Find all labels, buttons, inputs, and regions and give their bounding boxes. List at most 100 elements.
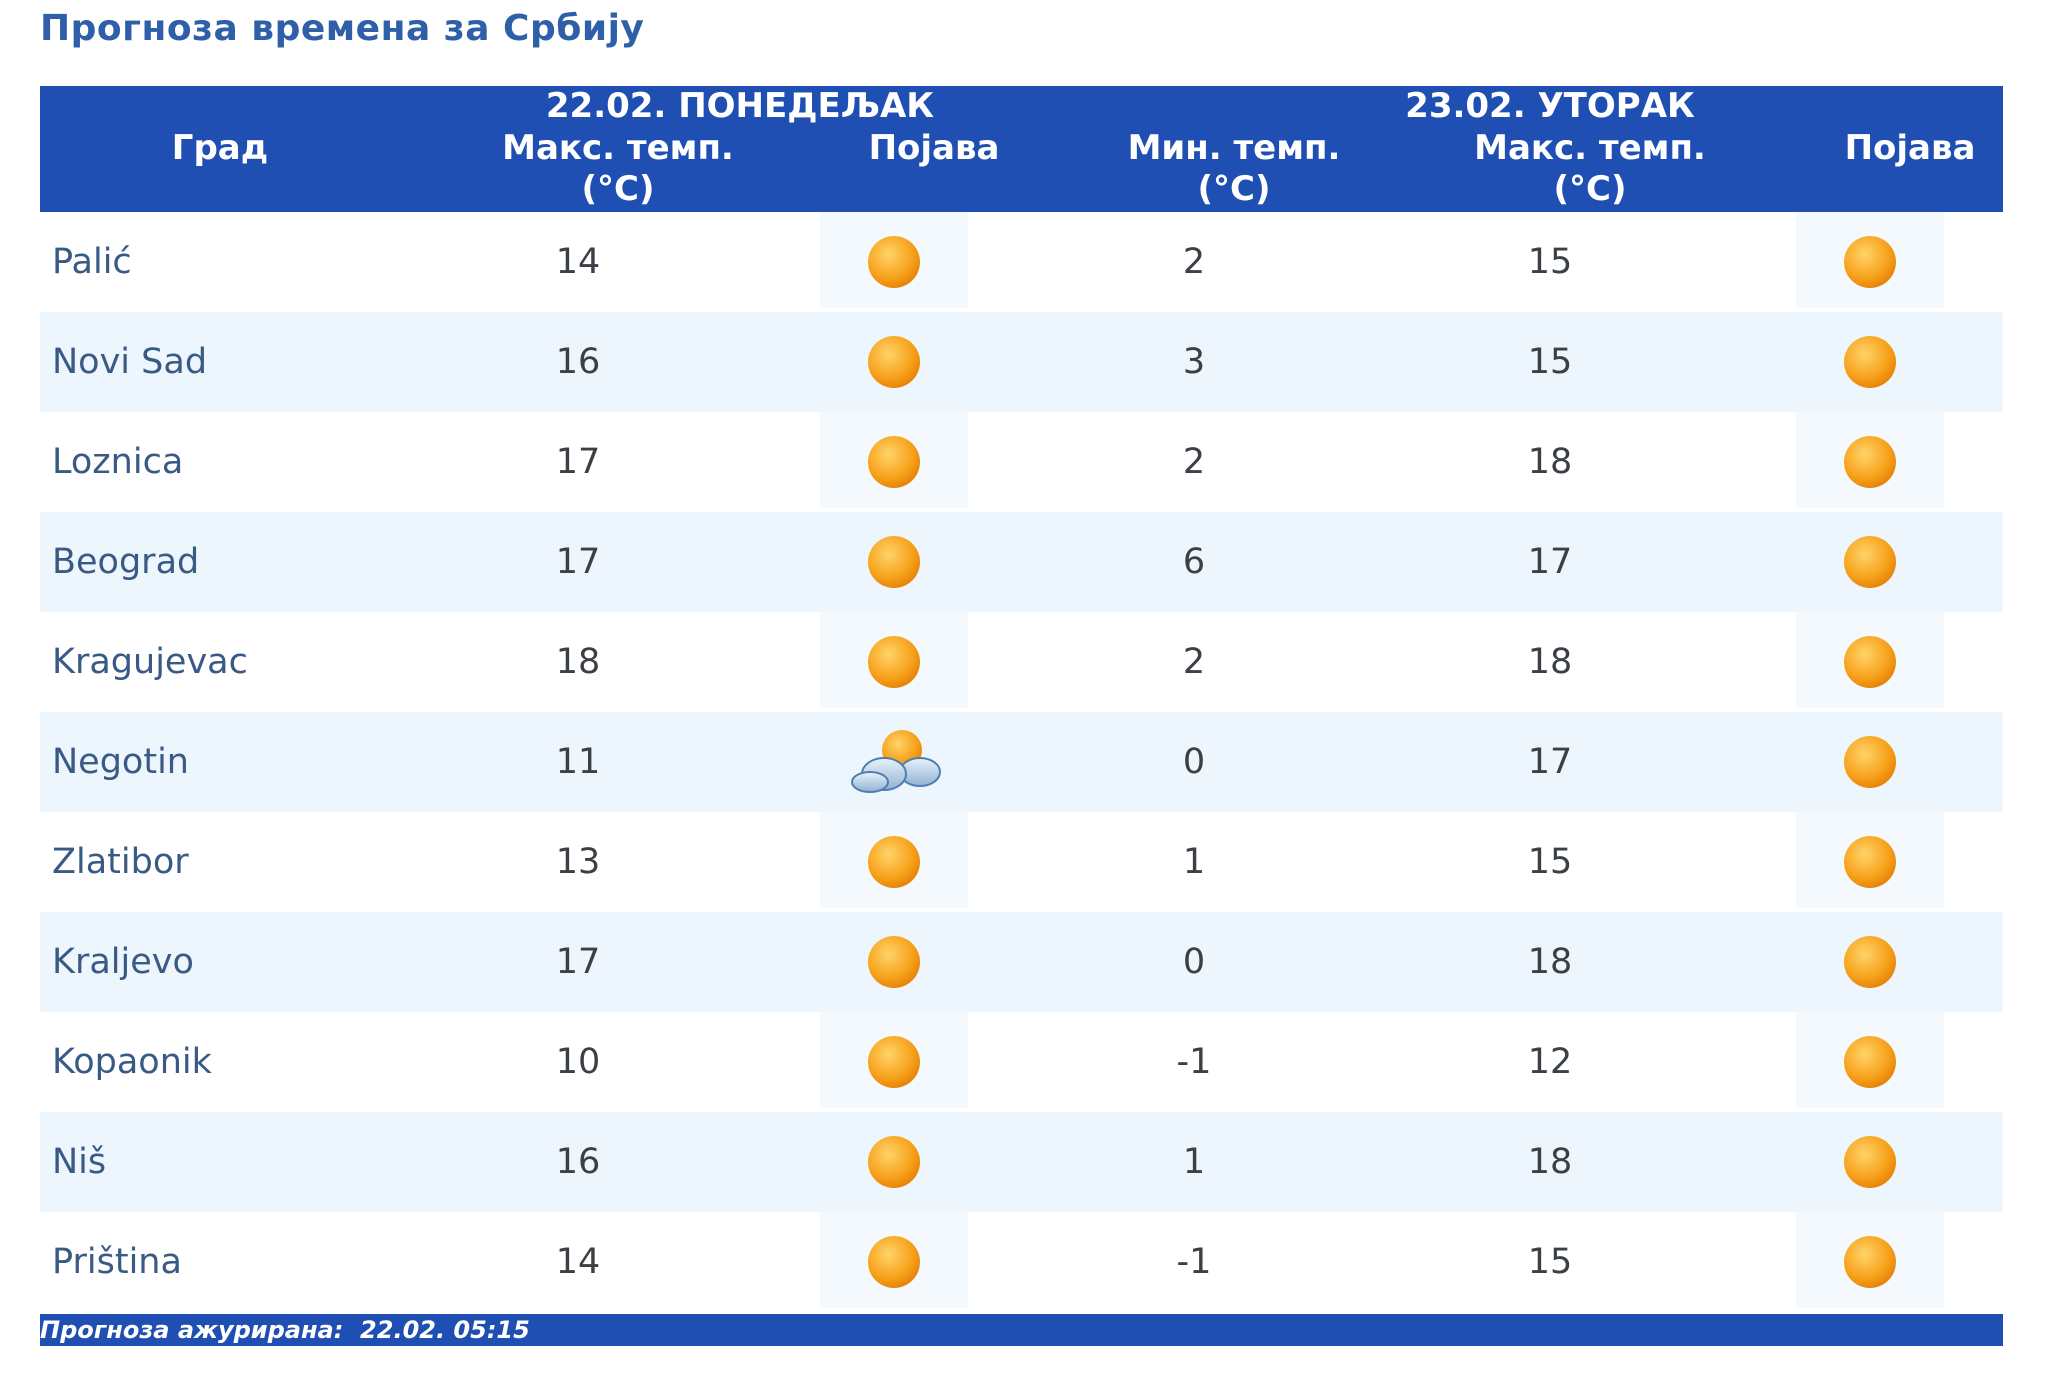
city-name: Negotin [52, 742, 189, 782]
table-row: Novi Sad 16 3 15 [40, 312, 2003, 412]
min-temp-day2: -1 [1176, 1042, 1212, 1082]
weather-icon-day1 [840, 428, 948, 496]
sun-icon [1844, 1136, 1896, 1188]
table-row: Kopaonik 10 -1 12 [40, 1012, 2003, 1112]
weather-icon-day1 [840, 1028, 948, 1096]
max-temp-day2: 18 [1527, 1142, 1573, 1182]
max-temp-day1: 10 [555, 1042, 601, 1082]
weather-icon-day2 [1816, 728, 1924, 796]
city-name: Priština [52, 1242, 182, 1282]
max-temp-day1: 16 [555, 342, 601, 382]
header-day2-phenomenon: Појава [1844, 128, 1976, 168]
weather-icon-day2 [1816, 328, 1924, 396]
max-temp-day1: 16 [555, 1142, 601, 1182]
min-temp-day2: 0 [1182, 742, 1206, 782]
sun-icon [1844, 636, 1896, 688]
sun-icon [1844, 936, 1896, 988]
sun-icon [1844, 836, 1896, 888]
min-temp-day2: 2 [1182, 242, 1206, 282]
sun-icon [868, 536, 920, 588]
max-temp-day2: 18 [1527, 642, 1573, 682]
city-name: Zlatibor [52, 842, 189, 882]
weather-icon-day2 [1816, 828, 1924, 896]
sun-icon [868, 1236, 920, 1288]
header-day2-max-label: Макс. темп. [1474, 128, 1706, 168]
sun-icon [868, 836, 920, 888]
header-day2: 23.02. УТОРАК [1405, 86, 1695, 126]
max-temp-day2: 15 [1527, 242, 1573, 282]
forecast-table: Град 22.02. ПОНЕДЕЉАК 23.02. УТОРАК Макс… [40, 86, 2003, 1312]
weather-icon-day1 [840, 828, 948, 896]
min-temp-day2: 1 [1182, 842, 1206, 882]
footer-bar: Прогноза ажурирана: 22.02. 05:15 [40, 1314, 2003, 1346]
header-day1-max-unit: (°C) [581, 169, 655, 209]
weather-icon-day1 [840, 328, 948, 396]
weather-icon-day1 [840, 228, 948, 296]
city-name: Novi Sad [52, 342, 208, 382]
table-row: Kragujevac 18 2 18 [40, 612, 2003, 712]
header-day2-max: Макс. темп. (°C) [1390, 128, 1790, 210]
weather-icon-day1 [840, 528, 948, 596]
sun-icon [868, 236, 920, 288]
max-temp-day1: 11 [555, 742, 601, 782]
sun-icon [1844, 436, 1896, 488]
max-temp-day2: 18 [1527, 442, 1573, 482]
table-row: Zlatibor 13 1 15 [40, 812, 2003, 912]
max-temp-day2: 15 [1527, 842, 1573, 882]
min-temp-day2: 2 [1182, 642, 1206, 682]
table-row: Kraljevo 17 0 18 [40, 912, 2003, 1012]
min-temp-day2: 6 [1182, 542, 1206, 582]
weather-icon-day2 [1816, 928, 1924, 996]
min-temp-day2: 2 [1182, 442, 1206, 482]
max-temp-day2: 18 [1527, 942, 1573, 982]
table-header: Град 22.02. ПОНЕДЕЉАК 23.02. УТОРАК Макс… [40, 86, 2003, 212]
table-body: Palić 14 2 15 Novi Sad 16 3 15 Loznica 1… [40, 212, 2003, 1312]
city-name: Kragujevac [52, 642, 248, 682]
city-name: Kopaonik [52, 1042, 212, 1082]
min-temp-day2: 1 [1182, 1142, 1206, 1182]
sun-icon [868, 1036, 920, 1088]
min-temp-day2: -1 [1176, 1242, 1212, 1282]
max-temp-day1: 17 [555, 542, 601, 582]
weather-icon-day1 [840, 728, 948, 796]
partly-cloudy-icon [851, 730, 941, 793]
weather-icon-day2 [1816, 428, 1924, 496]
sun-icon [868, 336, 920, 388]
weather-icon-day2 [1816, 1128, 1924, 1196]
min-temp-day2: 3 [1182, 342, 1206, 382]
city-name: Beograd [52, 542, 200, 582]
sun-icon [1844, 236, 1896, 288]
max-temp-day1: 14 [555, 242, 601, 282]
city-name: Loznica [52, 442, 184, 482]
weather-icon-day1 [840, 1128, 948, 1196]
table-row: Negotin 11 0 17 [40, 712, 2003, 812]
sun-icon [868, 1136, 920, 1188]
weather-icon-day1 [840, 928, 948, 996]
sun-icon [1844, 536, 1896, 588]
sun-icon [1844, 336, 1896, 388]
city-name: Kraljevo [52, 942, 194, 982]
max-temp-day1: 14 [555, 1242, 601, 1282]
sun-icon [1844, 1236, 1896, 1288]
max-temp-day1: 17 [555, 942, 601, 982]
header-day1-max-label: Макс. темп. [502, 128, 734, 168]
header-day1-max: Макс. темп. (°C) [418, 128, 818, 210]
header-city: Град [171, 128, 269, 168]
sun-icon [868, 936, 920, 988]
table-row: Palić 14 2 15 [40, 212, 2003, 312]
weather-icon-day2 [1816, 1028, 1924, 1096]
max-temp-day2: 15 [1527, 342, 1573, 382]
page-title: Прогноза времена за Србију [40, 8, 645, 49]
header-day1: 22.02. ПОНЕДЕЉАК [545, 86, 935, 126]
max-temp-day2: 17 [1527, 742, 1573, 782]
city-name: Niš [52, 1142, 107, 1182]
weather-icon-day1 [840, 1228, 948, 1296]
city-name: Palić [52, 242, 132, 282]
footer-updated-value: 22.02. 05:15 [360, 1316, 530, 1344]
max-temp-day2: 12 [1527, 1042, 1573, 1082]
header-day2-min-unit: (°C) [1197, 169, 1271, 209]
header-day2-min: Мин. темп. (°C) [1034, 128, 1434, 210]
header-day2-max-unit: (°C) [1553, 169, 1627, 209]
max-temp-day2: 17 [1527, 542, 1573, 582]
min-temp-day2: 0 [1182, 942, 1206, 982]
